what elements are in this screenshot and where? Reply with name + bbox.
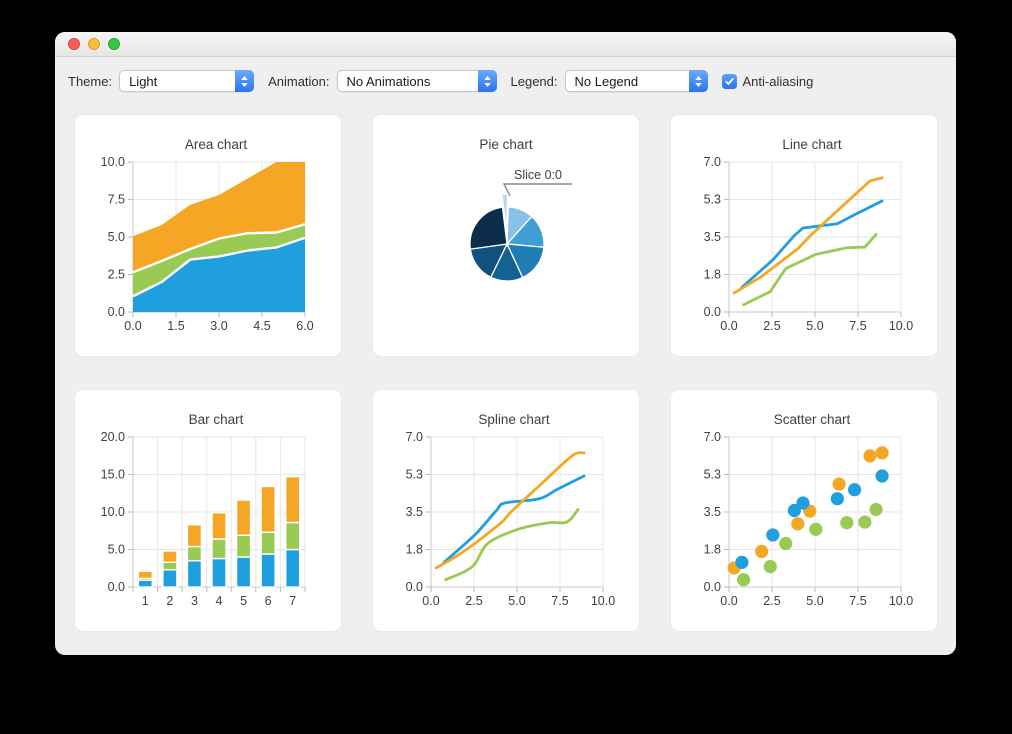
svg-text:1.8: 1.8 (704, 543, 721, 557)
svg-text:7.5: 7.5 (551, 594, 568, 608)
svg-text:0.0: 0.0 (108, 580, 125, 594)
chart-title: Scatter chart (774, 412, 851, 427)
animation-select[interactable]: No Animations (336, 70, 497, 92)
antialiasing-option: Anti-aliasing (721, 73, 814, 89)
svg-text:10.0: 10.0 (101, 505, 125, 519)
svg-text:5: 5 (240, 594, 247, 608)
theme-select-value: Light (129, 73, 158, 89)
spline-chart-card: Spline chart 0.0 1.8 3.5 5.3 7.0 0.0 2.5 5.0 7.5… (373, 390, 639, 631)
svg-text:5.3: 5.3 (704, 468, 721, 482)
theme-select[interactable]: Light (119, 70, 255, 92)
chevron-up-down-icon (235, 70, 255, 92)
svg-text:2.5: 2.5 (465, 594, 482, 608)
svg-text:10.0: 10.0 (101, 155, 125, 169)
svg-text:10.0: 10.0 (889, 594, 913, 608)
chart-title: Line chart (782, 137, 842, 152)
area-chart-card: Area chart 0.0 2.5 5.0 7.5 10.0 0.0 1.5 3.0 4.5 6… (75, 115, 341, 356)
close-button[interactable] (68, 38, 80, 50)
line-chart: Line chart 0.0 1.8 3.5 5.3 7.0 0.0 2.5 5.0 7.5 10… (704, 137, 914, 333)
svg-text:4.5: 4.5 (253, 319, 270, 333)
scatter-chart: Scatter chart 0.0 1.8 3.5 5.3 7.0 0.0 2.5 5.0 7.… (704, 412, 914, 608)
svg-text:5.0: 5.0 (108, 543, 125, 557)
minimize-button[interactable] (88, 38, 100, 50)
svg-text:2.5: 2.5 (108, 268, 125, 282)
svg-text:6: 6 (265, 594, 272, 608)
antialiasing-checkbox[interactable] (721, 73, 737, 89)
svg-text:0.0: 0.0 (720, 319, 737, 333)
svg-text:7.0: 7.0 (704, 155, 721, 169)
svg-text:3.5: 3.5 (406, 505, 423, 519)
svg-text:2.5: 2.5 (763, 319, 780, 333)
chart-title: Spline chart (478, 412, 550, 427)
svg-text:7.5: 7.5 (849, 594, 866, 608)
svg-text:1.5: 1.5 (167, 319, 184, 333)
svg-text:5.0: 5.0 (108, 230, 125, 244)
toolbar: Theme: Light Animation: No Animations Le… (55, 57, 956, 92)
svg-text:2: 2 (166, 594, 173, 608)
chart-grid: Area chart 0.0 2.5 5.0 7.5 10.0 0.0 1.5 3.0 4.5 6… (75, 115, 937, 631)
svg-text:7.0: 7.0 (704, 430, 721, 444)
svg-text:7.0: 7.0 (406, 430, 423, 444)
svg-text:0.0: 0.0 (704, 580, 721, 594)
svg-text:7.5: 7.5 (849, 319, 866, 333)
window-titlebar[interactable] (55, 32, 956, 57)
svg-text:0.0: 0.0 (422, 594, 439, 608)
svg-text:5.0: 5.0 (806, 594, 823, 608)
legend-label: Legend: (510, 73, 558, 89)
legend-select-value: No Legend (574, 73, 639, 89)
svg-text:3.5: 3.5 (704, 230, 721, 244)
bar-chart: Bar chart 0.0 5.0 10.0 15.0 20.0 1 2 3 4 5 6 7 (101, 412, 306, 608)
pie-chart: Pie chart Slice 0:0 (469, 137, 572, 282)
line-chart-card: Line chart 0.0 1.8 3.5 5.3 7.0 0.0 2.5 5.0 7.5 10… (671, 115, 937, 356)
svg-text:3.5: 3.5 (704, 505, 721, 519)
app-window: Theme: Light Animation: No Animations Le… (55, 32, 956, 655)
legend-select[interactable]: No Legend (564, 70, 708, 92)
animation-label: Animation: (268, 73, 330, 89)
svg-text:10.0: 10.0 (591, 594, 615, 608)
svg-text:0.0: 0.0 (108, 305, 125, 319)
theme-label: Theme: (68, 73, 113, 89)
chart-title: Area chart (185, 137, 248, 152)
svg-text:0.0: 0.0 (124, 319, 141, 333)
svg-text:2.5: 2.5 (763, 594, 780, 608)
antialiasing-checkbox-label: Anti-aliasing (742, 73, 814, 89)
checkmark-icon (724, 77, 734, 85)
svg-text:3.0: 3.0 (210, 319, 227, 333)
animation-select-value: No Animations (346, 73, 431, 89)
svg-text:1.8: 1.8 (704, 268, 721, 282)
scatter-chart-card: Scatter chart 0.0 1.8 3.5 5.3 7.0 0.0 2.5 5.0 7.… (671, 390, 937, 631)
svg-text:0.0: 0.0 (406, 580, 423, 594)
chevron-up-down-icon (688, 70, 708, 92)
chevron-up-down-icon (477, 70, 497, 92)
zoom-button[interactable] (108, 38, 120, 50)
svg-text:7.5: 7.5 (108, 193, 125, 207)
svg-text:0.0: 0.0 (720, 594, 737, 608)
svg-text:0.0: 0.0 (704, 305, 721, 319)
svg-text:3: 3 (191, 594, 198, 608)
svg-text:6.0: 6.0 (296, 319, 313, 333)
svg-text:7: 7 (289, 594, 296, 608)
svg-text:5.0: 5.0 (806, 319, 823, 333)
pie-slice-label: Slice 0:0 (514, 168, 562, 182)
svg-text:4: 4 (216, 594, 223, 608)
svg-text:5.3: 5.3 (704, 193, 721, 207)
svg-text:15.0: 15.0 (101, 468, 125, 482)
svg-text:5.0: 5.0 (508, 594, 525, 608)
area-chart: Area chart 0.0 2.5 5.0 7.5 10.0 0.0 1.5 3.0 4.5 6… (101, 137, 314, 333)
bar-chart-card: Bar chart 0.0 5.0 10.0 15.0 20.0 1 2 3 4 5 6 7 (75, 390, 341, 631)
svg-text:1.8: 1.8 (406, 543, 423, 557)
chart-title: Pie chart (479, 137, 533, 152)
svg-text:1: 1 (142, 594, 149, 608)
svg-text:10.0: 10.0 (889, 319, 913, 333)
spline-chart: Spline chart 0.0 1.8 3.5 5.3 7.0 0.0 2.5 5.0 7.5… (406, 412, 616, 608)
pie-chart-card: Pie chart Slice 0:0 (373, 115, 639, 356)
svg-text:20.0: 20.0 (101, 430, 125, 444)
chart-title: Bar chart (189, 412, 244, 427)
svg-text:5.3: 5.3 (406, 468, 423, 482)
